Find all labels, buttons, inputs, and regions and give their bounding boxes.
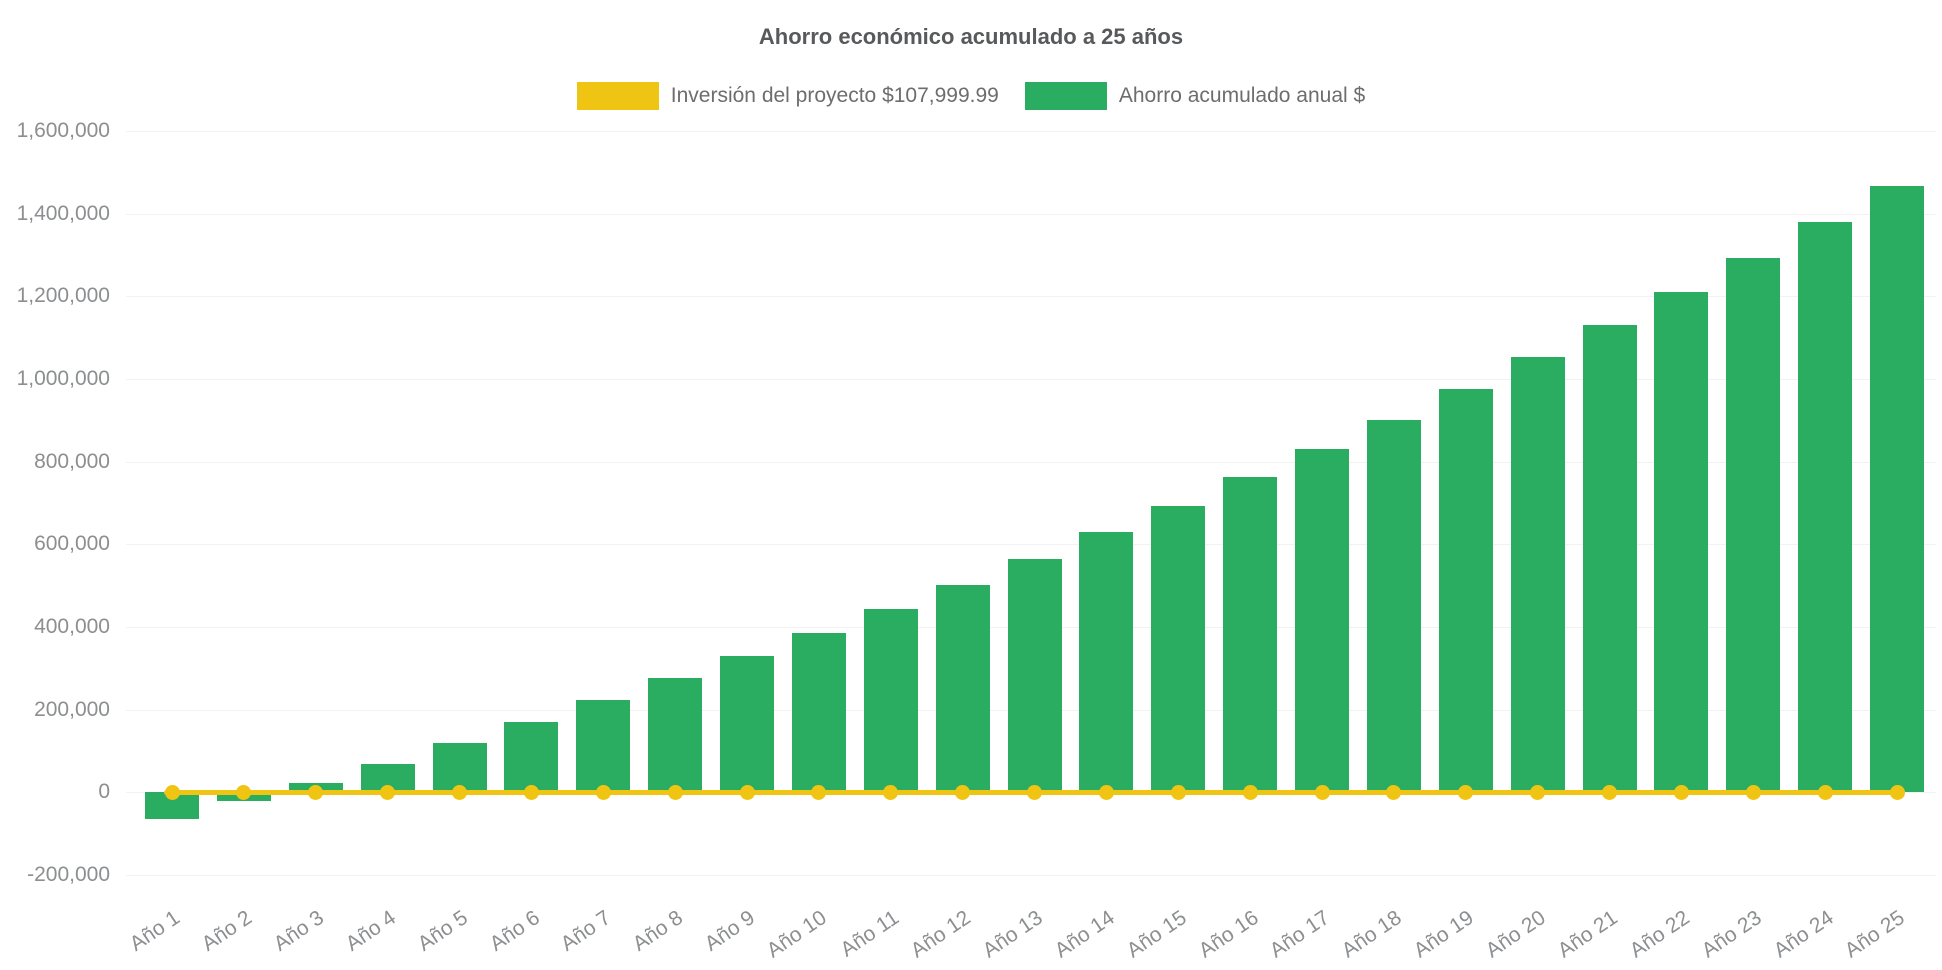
x-axis-label: Año 14 — [1050, 906, 1119, 963]
savings-bar[interactable] — [791, 632, 846, 793]
y-gridline — [126, 296, 1936, 298]
x-axis-label: Año 1 — [125, 906, 185, 956]
legend-item-savings[interactable]: Ahorro acumulado anual $ — [1024, 82, 1366, 110]
investment-line-dot[interactable] — [164, 784, 180, 800]
x-axis-label: Año 10 — [763, 906, 832, 963]
savings-bar[interactable] — [1079, 532, 1134, 793]
x-axis-label: Año 24 — [1769, 906, 1838, 963]
investment-swatch-icon — [576, 82, 659, 110]
x-axis-label: Año 16 — [1194, 906, 1263, 963]
savings-bar[interactable] — [1870, 185, 1924, 793]
legend: Inversión del proyecto $107,999.99 Ahorro… — [0, 82, 1942, 110]
x-axis-label: Año 8 — [628, 906, 688, 956]
investment-line-dot[interactable] — [1458, 784, 1474, 800]
x-axis-label: Año 3 — [269, 906, 328, 956]
savings-bar[interactable] — [935, 585, 990, 793]
investment-line-dot[interactable] — [236, 784, 252, 800]
investment-line-dot[interactable] — [1530, 784, 1546, 800]
chart-title: Ahorro económico acumulado a 25 años — [758, 24, 1184, 49]
y-gridline — [126, 461, 1936, 463]
savings-bar[interactable] — [648, 677, 703, 793]
investment-line-dot[interactable] — [1027, 784, 1042, 800]
investment-line-dot[interactable] — [1889, 784, 1905, 800]
x-axis-label: Año 7 — [556, 906, 616, 956]
savings-bar[interactable] — [1438, 388, 1493, 793]
savings-bar[interactable] — [1223, 477, 1278, 793]
x-axis-label: Año 9 — [700, 906, 760, 956]
y-tick-label: 1,000,000 — [16, 367, 110, 390]
y-gridline — [126, 379, 1936, 380]
x-axis-label: Año 20 — [1481, 906, 1550, 963]
savings-bar[interactable] — [1007, 558, 1062, 793]
investment-line-dot[interactable] — [1098, 784, 1114, 800]
x-axis-label: Año 18 — [1338, 906, 1407, 963]
investment-line-dot[interactable] — [1386, 784, 1402, 800]
savings-bar[interactable] — [1366, 419, 1421, 793]
investment-line-dot[interactable] — [739, 784, 755, 800]
investment-line-dot[interactable] — [523, 784, 539, 800]
x-axis-label: Año 15 — [1122, 906, 1191, 963]
x-axis-label: Año 11 — [836, 906, 903, 962]
savings-bar[interactable] — [576, 700, 631, 793]
savings-bar[interactable] — [1295, 448, 1349, 793]
x-axis-label: Año 23 — [1697, 906, 1766, 963]
legend-label: Ahorro acumulado anual $ — [1118, 84, 1366, 107]
x-axis-label: Año 21 — [1553, 906, 1622, 963]
investment-line-dot[interactable] — [380, 784, 396, 800]
investment-line-dot[interactable] — [1673, 784, 1689, 800]
investment-line-dot[interactable] — [308, 784, 324, 800]
investment-line-dot[interactable] — [1314, 784, 1330, 800]
y-tick-label: 400,000 — [34, 615, 110, 638]
y-gridline — [126, 213, 1936, 215]
savings-bar[interactable] — [1151, 505, 1206, 793]
savings-bar[interactable] — [1582, 324, 1637, 793]
y-gridline — [126, 131, 1936, 132]
investment-line-dot[interactable] — [1170, 784, 1186, 800]
savings-bar[interactable] — [863, 608, 918, 793]
investment-line-dot[interactable] — [667, 784, 683, 800]
investment-line-dot[interactable] — [595, 784, 611, 800]
y-tick-label: 600,000 — [34, 532, 110, 556]
savings-bar[interactable] — [1798, 221, 1853, 793]
y-gridline — [126, 544, 1936, 546]
investment-line-dot[interactable] — [1242, 784, 1258, 800]
savings-bar[interactable] — [1654, 291, 1709, 793]
investment-line-dot[interactable] — [955, 784, 971, 800]
investment-line-dot[interactable] — [883, 784, 899, 800]
savings-bar[interactable] — [1726, 257, 1781, 793]
investment-line-dot[interactable] — [1745, 784, 1761, 800]
investment-line-dot[interactable] — [1817, 784, 1833, 800]
x-axis-label: Año 22 — [1625, 906, 1694, 963]
y-tick-label: 1,600,000 — [16, 119, 110, 142]
legend-item-investment[interactable]: Inversión del proyecto $107,999.99 — [576, 82, 999, 110]
x-axis-label: Año 17 — [1266, 906, 1335, 963]
savings-bar[interactable] — [504, 722, 559, 793]
y-gridline — [126, 875, 1936, 876]
x-axis-label: Año 19 — [1409, 906, 1478, 963]
savings-bar[interactable] — [432, 742, 487, 793]
investment-line-dot[interactable] — [452, 784, 467, 800]
x-axis-label: Año 12 — [906, 906, 975, 963]
x-axis-label: Año 13 — [978, 906, 1047, 963]
x-axis-label: Año 5 — [413, 906, 472, 956]
x-axis-label: Año 4 — [341, 906, 400, 956]
y-tick-label: 0 — [98, 780, 110, 804]
investment-line-dot[interactable] — [811, 784, 827, 800]
x-axis-label: Año 6 — [485, 906, 544, 956]
y-tick-label: 800,000 — [34, 449, 110, 473]
x-axis-label: Año 25 — [1841, 906, 1910, 963]
savings-bar[interactable] — [720, 655, 774, 793]
legend-label: Inversión del proyecto $107,999.99 — [670, 84, 999, 107]
y-tick-label: 1,200,000 — [16, 284, 110, 308]
y-tick-label: -200,000 — [27, 863, 110, 886]
y-tick-label: 1,400,000 — [16, 201, 110, 225]
x-axis-label: Año 2 — [197, 906, 257, 956]
investment-line-dot[interactable] — [1602, 784, 1617, 800]
savings-swatch-icon — [1024, 82, 1107, 110]
y-tick-label: 200,000 — [34, 697, 110, 721]
savings-bar[interactable] — [1510, 357, 1565, 793]
